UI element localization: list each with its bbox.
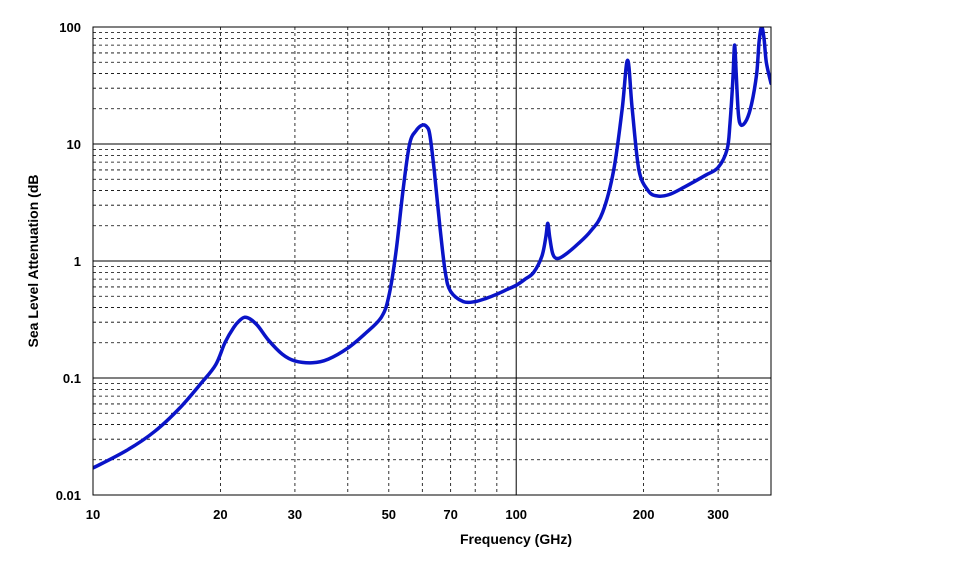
y-tick-label: 1	[74, 254, 81, 269]
plot-frame	[92, 26, 772, 496]
x-tick-label: 50	[382, 507, 396, 522]
x-tick-label: 10	[86, 507, 100, 522]
y-axis-title: Sea Level Attenuation (dB	[25, 175, 41, 348]
y-tick-label: 10	[67, 137, 81, 152]
x-tick-label: 300	[707, 507, 729, 522]
x-tick-label: 20	[213, 507, 227, 522]
y-tick-label: 0.1	[63, 371, 81, 386]
y-tick-label: 0.01	[56, 488, 81, 503]
x-axis-title: Frequency (GHz)	[460, 531, 572, 547]
x-tick-label: 200	[633, 507, 655, 522]
tick-labels: 10 20 30 50 70 100 200 300 0.01 0.1 1 10 100	[56, 20, 729, 522]
x-tick-label: 70	[443, 507, 457, 522]
attenuation-series-line	[93, 27, 771, 470]
x-tick-label: 30	[288, 507, 302, 522]
y-tick-label: 100	[59, 20, 81, 35]
series-line-layer	[93, 27, 771, 470]
x-tick-label: 100	[505, 507, 527, 522]
